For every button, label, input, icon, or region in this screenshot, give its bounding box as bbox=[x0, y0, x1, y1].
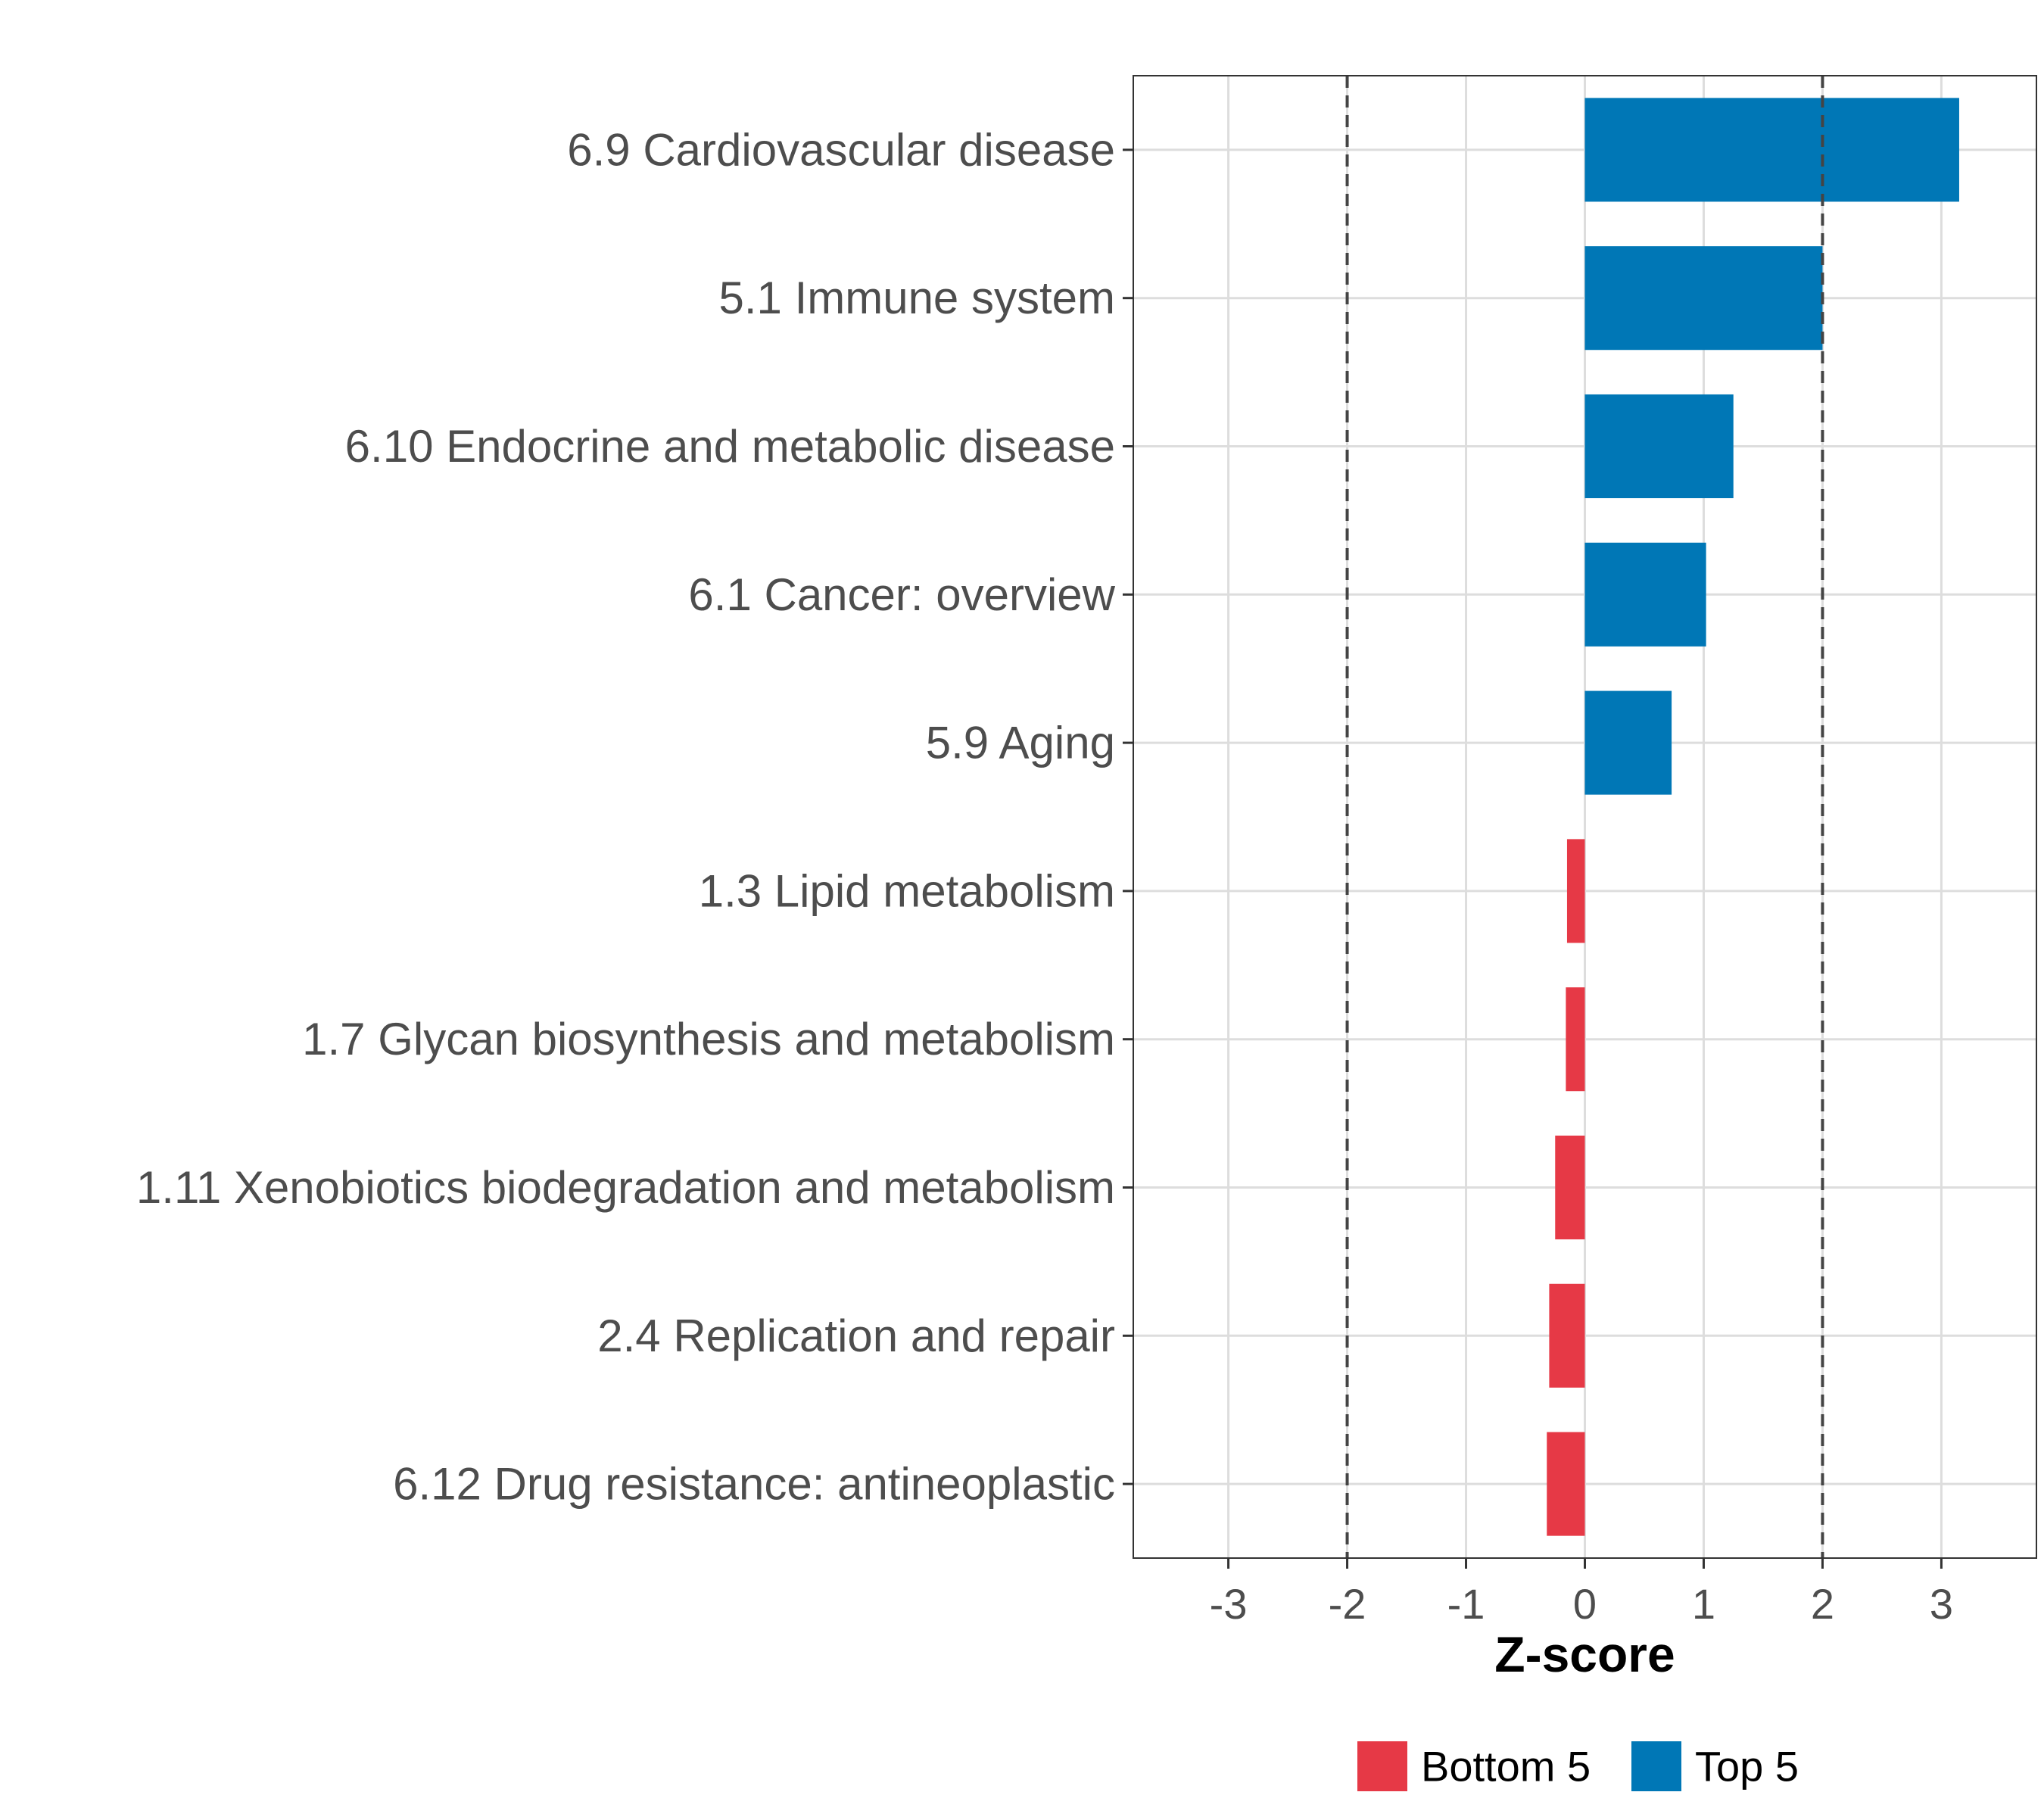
x-tick-label: 2 bbox=[1811, 1580, 1834, 1628]
x-tick-label: 0 bbox=[1573, 1580, 1597, 1628]
legend-label: Bottom 5 bbox=[1421, 1743, 1591, 1791]
category-label: 1.3 Lipid metabolism bbox=[699, 865, 1115, 916]
x-tick-label: 1 bbox=[1692, 1580, 1715, 1628]
legend-label: Top 5 bbox=[1695, 1743, 1799, 1791]
category-label: 5.9 Aging bbox=[926, 718, 1115, 768]
x-tick-label: -3 bbox=[1210, 1580, 1248, 1628]
category-label: 5.1 Immune system bbox=[718, 273, 1115, 323]
legend: Bottom 5 Top 5 bbox=[1357, 1741, 1799, 1791]
bar-bottom-10 bbox=[1547, 1432, 1585, 1536]
x-axis: -3 -2 -1 0 1 2 3 bbox=[1210, 1558, 1953, 1628]
y-axis: 6.9 Cardiovascular disease 5.1 Immune sys… bbox=[136, 124, 1133, 1510]
bar-bottom-7 bbox=[1566, 987, 1585, 1092]
bars bbox=[1547, 98, 1959, 1536]
bar-bottom-9 bbox=[1549, 1283, 1585, 1388]
reference-lines bbox=[1345, 76, 1824, 1558]
category-label: 2.4 Replication and repair bbox=[597, 1311, 1115, 1361]
category-label: 1.11 Xenobiotics biodegradation and meta… bbox=[136, 1162, 1115, 1213]
bar-bottom-6 bbox=[1566, 839, 1585, 943]
category-label: 1.7 Glycan biosynthesis and metabolism bbox=[302, 1014, 1115, 1064]
x-tick-label: 3 bbox=[1930, 1580, 1953, 1628]
category-label: 6.9 Cardiovascular disease bbox=[567, 124, 1115, 175]
bar-top-1 bbox=[1584, 98, 1959, 202]
x-tick-label: -1 bbox=[1447, 1580, 1485, 1628]
x-tick-label: -2 bbox=[1329, 1580, 1366, 1628]
bar-top-5 bbox=[1584, 690, 1672, 795]
bar-top-3 bbox=[1584, 394, 1734, 499]
legend-swatch-top-5 bbox=[1631, 1741, 1681, 1791]
category-label: 6.12 Drug resistance: antineoplastic bbox=[393, 1459, 1115, 1510]
x-axis-title: Z-score bbox=[1494, 1626, 1675, 1682]
bar-bottom-8 bbox=[1555, 1135, 1585, 1240]
bar-top-4 bbox=[1584, 542, 1706, 647]
legend-swatch-bottom-5 bbox=[1357, 1741, 1407, 1791]
bar-top-2 bbox=[1584, 246, 1823, 351]
category-label: 6.1 Cancer: overview bbox=[688, 569, 1115, 620]
category-label: 6.10 Endocrine and metabolic disease bbox=[345, 421, 1115, 472]
